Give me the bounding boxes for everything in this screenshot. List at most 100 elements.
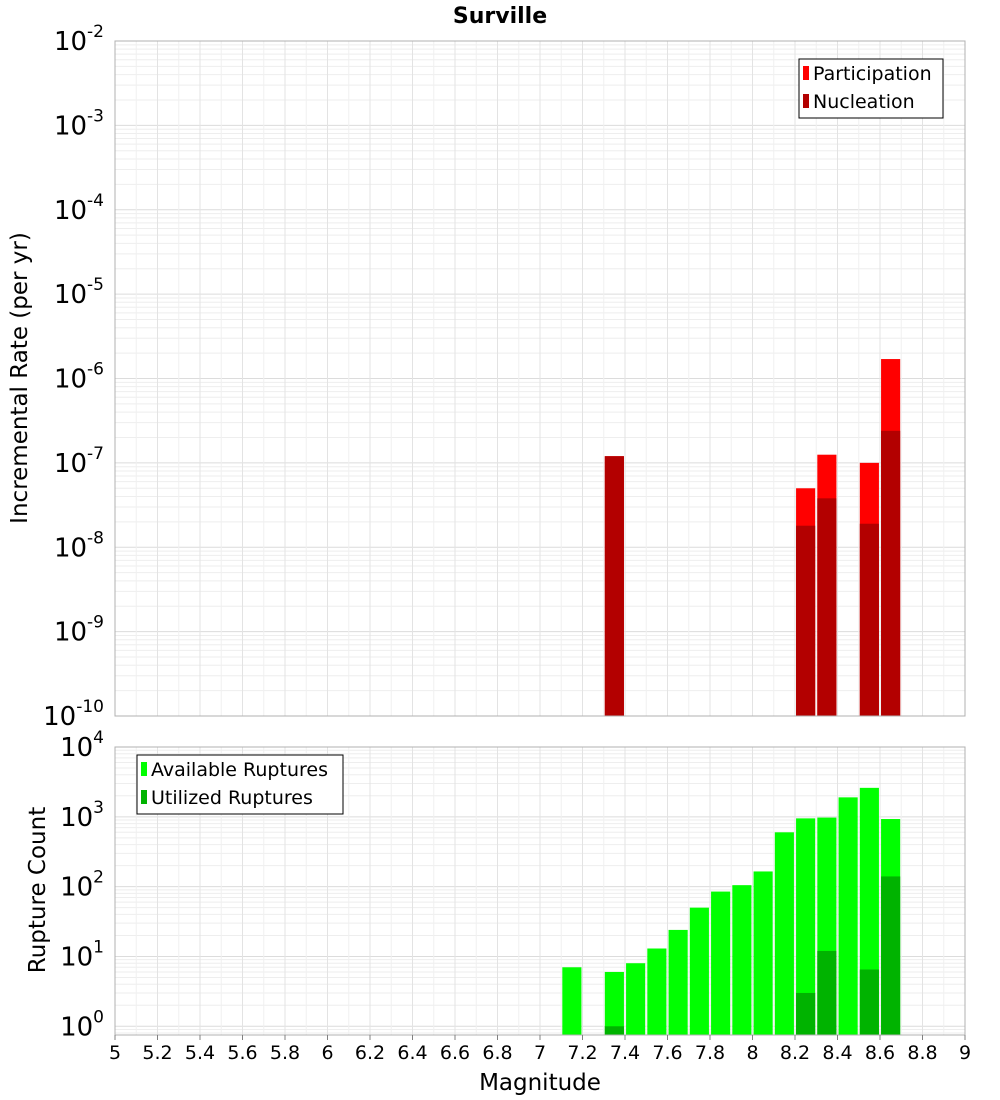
legend-label-0: Participation	[813, 63, 932, 85]
legend-count: Available Ruptures Utilized Ruptures	[136, 754, 344, 815]
x-tick-label-20: 9	[959, 1042, 971, 1064]
legend-swatch-1	[141, 790, 147, 804]
y-tick-exponent: -6	[87, 360, 104, 380]
y-axis-label-rate: Incremental Rate (per yr)	[7, 232, 33, 524]
y-tick-base: 10	[54, 280, 87, 310]
y-tick-label-count-3: 103	[60, 798, 104, 833]
y-tick-exponent: 0	[93, 1007, 104, 1027]
x-tick-label-9: 6.8	[482, 1042, 512, 1064]
x-tick-label-12: 7.4	[610, 1042, 640, 1064]
legend-box	[798, 58, 944, 119]
bar-count-s0-8	[753, 871, 773, 1035]
x-tick-label-7: 6.4	[397, 1042, 427, 1064]
y-tick-exponent: 2	[93, 868, 104, 888]
legend-box	[136, 754, 344, 815]
y-tick-exponent: 3	[93, 798, 104, 818]
x-tick-label-14: 7.8	[695, 1042, 725, 1064]
y-tick-exponent: -9	[87, 613, 104, 633]
legend-swatch-1	[803, 94, 809, 108]
x-tick-label-2: 5.4	[185, 1042, 215, 1064]
x-tick-label-19: 8.8	[907, 1042, 937, 1064]
x-tick-label-10: 7	[534, 1042, 546, 1064]
y-tick-label-rate-7: 10-3	[54, 106, 104, 141]
bar-rate-s1-4	[881, 430, 901, 716]
y-tick-exponent: -3	[87, 106, 104, 126]
y-tick-exponent: -10	[76, 697, 104, 717]
bar-rate-s1-0	[604, 456, 624, 716]
bar-rate-s1-1	[796, 525, 816, 716]
y-tick-exponent: 1	[93, 937, 104, 957]
y-tick-base: 10	[60, 733, 93, 763]
bar-count-s0-6	[711, 891, 731, 1035]
y-tick-base: 10	[54, 533, 87, 563]
bar-rate-s1-2	[817, 498, 837, 716]
y-tick-base: 10	[54, 196, 87, 226]
bar-count-s0-10	[796, 818, 816, 1035]
y-tick-base: 10	[54, 618, 87, 648]
bar-count-s1-3	[859, 969, 879, 1035]
bar-count-s0-7	[732, 885, 752, 1035]
legend-label-0: Available Ruptures	[151, 759, 328, 781]
y-tick-label-rate-1: 10-9	[54, 613, 104, 648]
bar-count-s0-3	[647, 948, 667, 1035]
bar-count-s0-0	[562, 967, 582, 1035]
y-tick-label-count-2: 102	[60, 868, 104, 903]
y-tick-label-rate-0: 10-10	[43, 697, 104, 732]
bar-count-s0-4	[668, 929, 688, 1035]
x-tick-label-0: 5	[109, 1042, 121, 1064]
x-tick-label-13: 7.6	[652, 1042, 682, 1064]
chart-title: Surville	[453, 4, 547, 29]
bar-count-s0-5	[689, 907, 709, 1035]
x-axis: 5 5.2 5.4 5.6 5.8 6 6.2 6.4 6.6 6.8 7 7.2 7.4 7.6 7.8 8…	[109, 1035, 971, 1064]
bar-count-s0-9	[774, 832, 794, 1035]
bar-count-s0-2	[626, 963, 646, 1035]
y-tick-label-rate-5: 10-5	[54, 275, 104, 310]
y-tick-exponent: 4	[93, 728, 104, 748]
x-tick-label-11: 7.2	[567, 1042, 597, 1064]
x-tick-label-6: 6.2	[355, 1042, 385, 1064]
y-tick-base: 10	[43, 702, 76, 732]
bar-rate-s1-3	[859, 523, 879, 716]
x-tick-label-1: 5.2	[142, 1042, 172, 1064]
y-tick-exponent: -4	[87, 191, 104, 211]
y-axis-label-count: Rupture Count	[25, 807, 51, 973]
plot-frame-rate	[114, 40, 966, 717]
y-tick-label-rate-8: 10-2	[54, 22, 104, 57]
bar-count-s1-0	[604, 1026, 624, 1035]
y-tick-label-rate-2: 10-8	[54, 528, 104, 563]
y-tick-label-rate-3: 10-7	[54, 444, 104, 479]
x-tick-label-15: 8	[746, 1042, 758, 1064]
bar-count-s1-2	[817, 950, 837, 1035]
legend-swatch-0	[141, 762, 147, 776]
legend-swatch-0	[803, 66, 809, 80]
x-axis-label: Magnitude	[479, 1070, 601, 1096]
y-tick-base: 10	[60, 873, 93, 903]
x-tick-label-17: 8.4	[822, 1042, 852, 1064]
y-tick-exponent: -7	[87, 444, 104, 464]
y-tick-label-count-0: 100	[60, 1007, 104, 1042]
y-tick-base: 10	[60, 942, 93, 972]
y-tick-base: 10	[60, 1012, 93, 1042]
y-tick-base: 10	[54, 27, 87, 57]
bar-count-s0-1	[604, 971, 624, 1035]
y-tick-label-count-1: 101	[60, 937, 104, 972]
y-tick-exponent: -8	[87, 528, 104, 548]
y-tick-label-count-4: 104	[60, 728, 104, 763]
y-tick-label-rate-6: 10-4	[54, 191, 104, 226]
bar-count-s0-12	[838, 797, 858, 1035]
x-tick-label-16: 8.2	[780, 1042, 810, 1064]
y-tick-base: 10	[54, 365, 87, 395]
y-tick-base: 10	[60, 803, 93, 833]
x-tick-label-3: 5.6	[227, 1042, 257, 1064]
x-tick-label-5: 6	[321, 1042, 333, 1064]
y-tick-base: 10	[54, 449, 87, 479]
x-tick-label-18: 8.6	[865, 1042, 895, 1064]
y-tick-exponent: -5	[87, 275, 104, 295]
series-utilized-ruptures	[604, 876, 901, 1035]
y-tick-exponent: -2	[87, 22, 104, 42]
series-nucleation	[604, 430, 901, 716]
grid-rate	[114, 40, 966, 717]
legend-rate: Participation Nucleation	[798, 58, 944, 119]
